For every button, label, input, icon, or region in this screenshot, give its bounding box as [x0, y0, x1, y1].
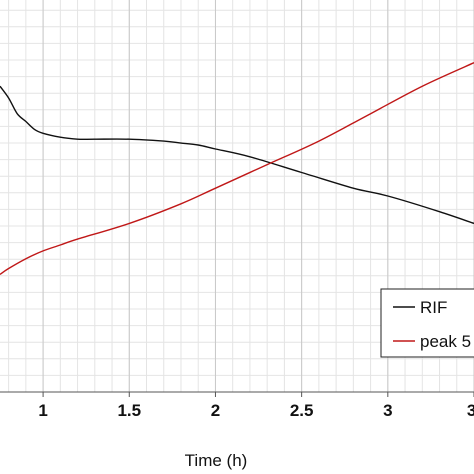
x-tick-label: 1 [38, 401, 47, 420]
x-tick-label: 2 [211, 401, 220, 420]
legend-label-peak-5: peak 5 [420, 332, 471, 351]
x-axis-title: Time (h) [185, 451, 248, 470]
series-layer [0, 62, 474, 275]
x-tick-label: 3. [467, 401, 474, 420]
legend-label-rif: RIF [420, 298, 447, 317]
x-tick-label: 1.5 [117, 401, 141, 420]
series-line-peak-5 [0, 62, 474, 275]
series-line-rif [0, 85, 474, 225]
x-axis-ticks: 1 1.5 2 2.5 3 3. [38, 392, 474, 420]
legend: RIF peak 5 [380, 288, 474, 358]
x-tick-label: 3 [383, 401, 392, 420]
x-tick-label: 2.5 [290, 401, 314, 420]
legend-box [380, 288, 474, 358]
